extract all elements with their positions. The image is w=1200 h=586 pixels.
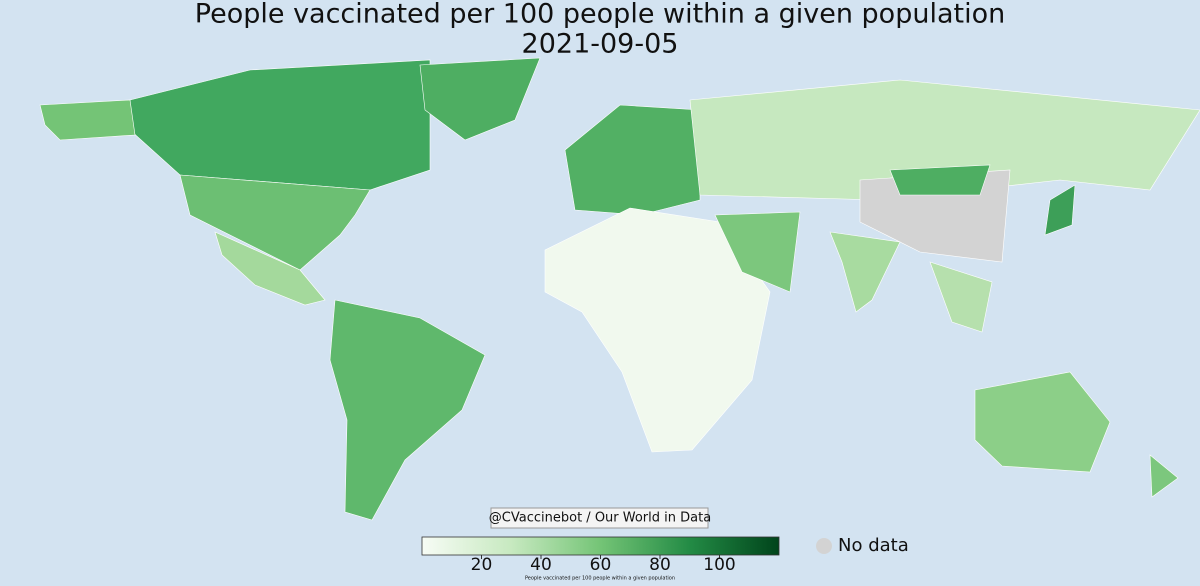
usa <box>179 174 371 271</box>
colorbar-tick-label: 100 <box>703 555 735 575</box>
india <box>829 231 901 313</box>
colorbar-tick-label: 80 <box>649 555 671 575</box>
no-data-swatch <box>816 538 832 554</box>
map-subtitle: 2021-09-05 <box>522 29 679 60</box>
europe <box>564 104 701 216</box>
southeast-asia <box>929 261 993 333</box>
russia <box>689 79 1200 201</box>
greenland <box>419 57 541 141</box>
mongolia <box>889 164 991 196</box>
middle-east <box>714 211 801 293</box>
no-data-label: No data <box>838 535 909 556</box>
colorbar-tick-label: 40 <box>530 555 552 575</box>
central-america <box>214 231 326 306</box>
canada <box>129 59 431 191</box>
south-america <box>329 299 486 521</box>
colorbar <box>421 536 780 556</box>
japan <box>1044 184 1076 236</box>
australia <box>974 371 1111 473</box>
credit: @CVaccinebot / Our World in Data <box>489 511 711 526</box>
new-zealand <box>1149 454 1179 498</box>
credit-box <box>490 507 709 529</box>
alaska <box>39 99 136 141</box>
colorbar-tick-label: 20 <box>471 555 493 575</box>
landmasses <box>39 57 1200 521</box>
colorbar-label: People vaccinated per 100 people within … <box>525 576 675 582</box>
map-title: People vaccinated per 100 people within … <box>195 0 1005 30</box>
africa <box>544 207 771 453</box>
colorbar-tick-label: 60 <box>590 555 612 575</box>
